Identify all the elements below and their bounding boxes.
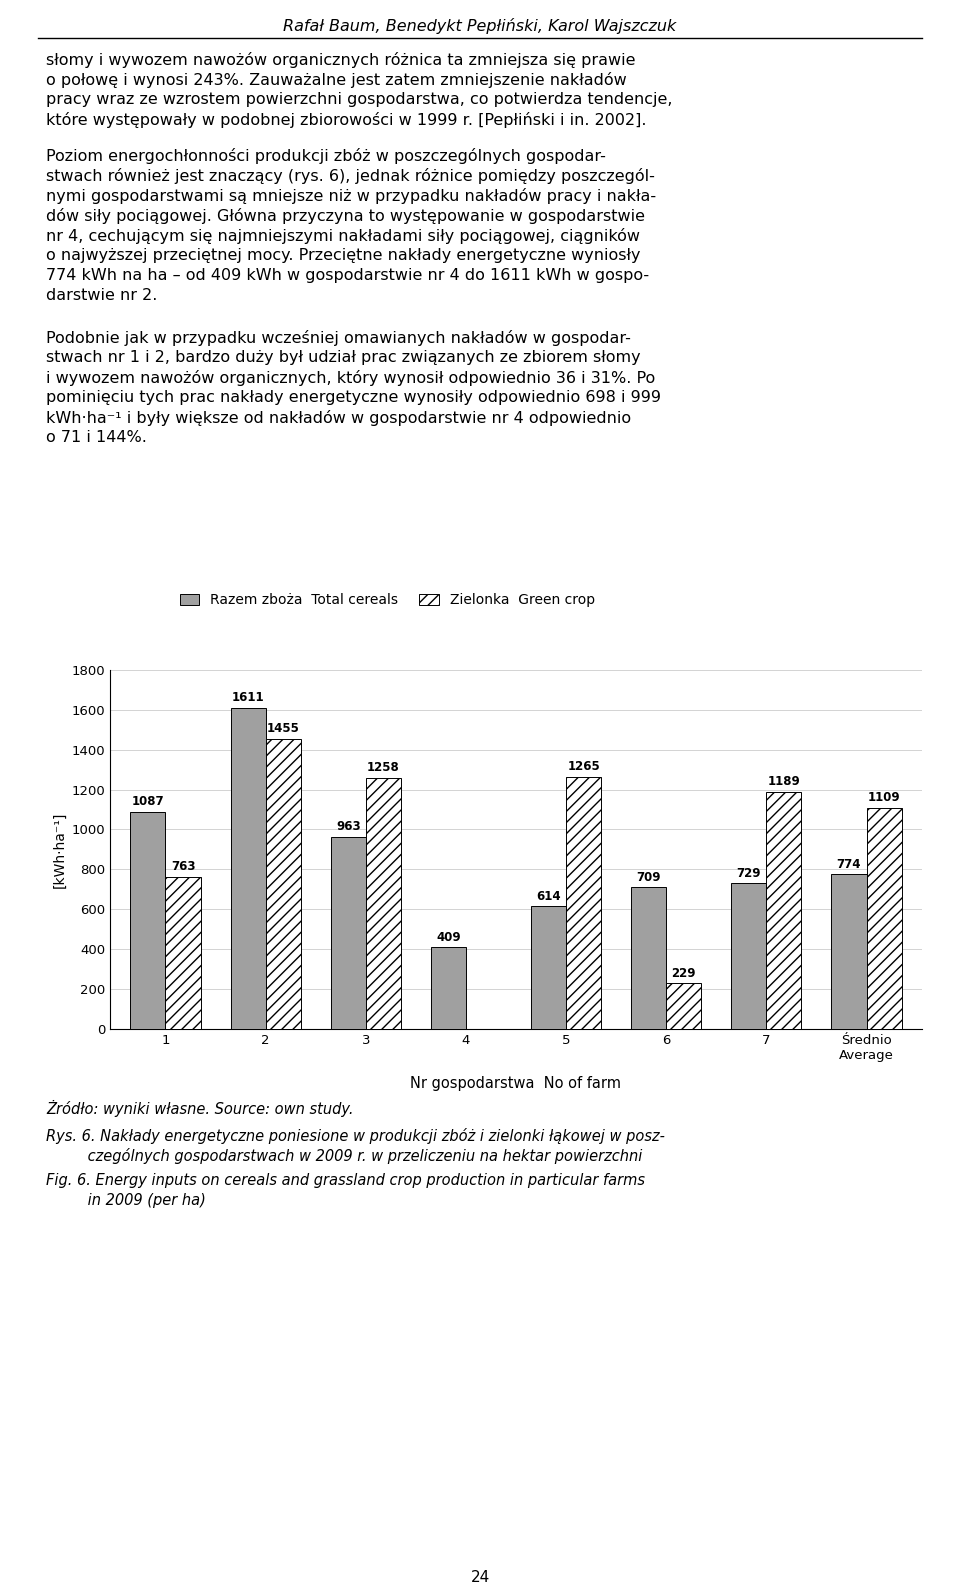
Text: dów siły pociągowej. Główna przyczyna to występowanie w gospodarstwie: dów siły pociągowej. Główna przyczyna to…	[46, 207, 645, 223]
Legend: Razem zboża  Total cereals, Zielonka  Green crop: Razem zboża Total cereals, Zielonka Gree…	[180, 593, 595, 608]
Bar	[766, 791, 802, 1029]
Text: 963: 963	[336, 820, 361, 833]
Y-axis label: [kWh·ha⁻¹]: [kWh·ha⁻¹]	[52, 812, 66, 887]
Text: o najwyższej przeciętnej mocy. Przeciętne nakłady energetyczne wyniosły: o najwyższej przeciętnej mocy. Przeciętn…	[46, 247, 640, 263]
Text: 1611: 1611	[231, 691, 264, 703]
Text: 709: 709	[636, 871, 660, 884]
Text: Podobnie jak w przypadku wcześniej omawianych nakładów w gospodar-: Podobnie jak w przypadku wcześniej omawi…	[46, 330, 631, 346]
Text: które występowały w podobnej zbiorowości w 1999 r. [Pepłiński i in. 2002].: które występowały w podobnej zbiorowości…	[46, 112, 647, 128]
Text: Poziom energochłonności produkcji zbóż w poszczególnych gospodar-: Poziom energochłonności produkcji zbóż w…	[46, 148, 606, 164]
Bar	[331, 837, 366, 1029]
Text: 729: 729	[736, 866, 761, 880]
Text: 1258: 1258	[367, 761, 399, 775]
Bar	[666, 983, 701, 1029]
Bar	[165, 877, 201, 1029]
Bar	[230, 708, 266, 1029]
Text: 409: 409	[436, 930, 461, 944]
Bar	[831, 874, 867, 1029]
Text: Rafał Baum, Benedykt Pepłiński, Karol Wajszczuk: Rafał Baum, Benedykt Pepłiński, Karol Wa…	[283, 18, 677, 33]
Text: 763: 763	[171, 860, 195, 872]
Text: 24: 24	[470, 1569, 490, 1585]
Text: Żródło: wyniki własne. Source: own study.: Żródło: wyniki własne. Source: own study…	[46, 1101, 353, 1116]
Text: in 2009 (per ha): in 2009 (per ha)	[46, 1193, 206, 1207]
Bar	[566, 777, 601, 1029]
Bar	[531, 906, 566, 1029]
Text: i wywozem nawożów organicznych, który wynosił odpowiednio 36 i 31%. Po: i wywozem nawożów organicznych, który wy…	[46, 370, 656, 386]
Text: Fig. 6. Energy inputs on cereals and grassland crop production in particular far: Fig. 6. Energy inputs on cereals and gra…	[46, 1172, 645, 1188]
Text: nymi gospodarstwami są mniejsze niż w przypadku nakładów pracy i nakła-: nymi gospodarstwami są mniejsze niż w pr…	[46, 188, 657, 204]
Text: nr 4, cechującym się najmniejszymi nakładami siły pociągowej, ciągników: nr 4, cechującym się najmniejszymi nakła…	[46, 228, 640, 244]
Text: 774: 774	[837, 858, 861, 871]
Text: 1109: 1109	[868, 791, 900, 804]
Text: Rys. 6. Nakłady energetyczne poniesione w produkcji zbóż i zielonki łąkowej w po: Rys. 6. Nakłady energetyczne poniesione …	[46, 1128, 665, 1144]
Text: słomy i wywozem nawożów organicznych różnica ta zmniejsza się prawie: słomy i wywozem nawożów organicznych róż…	[46, 53, 636, 69]
Bar	[366, 778, 401, 1029]
Text: czególnych gospodarstwach w 2009 r. w przeliczeniu na hektar powierzchni: czególnych gospodarstwach w 2009 r. w pr…	[46, 1148, 642, 1164]
Text: 1265: 1265	[567, 759, 600, 774]
Text: 1087: 1087	[132, 796, 164, 809]
Bar	[131, 812, 165, 1029]
Text: 614: 614	[537, 890, 561, 903]
Bar	[431, 947, 466, 1029]
Bar	[266, 738, 300, 1029]
Text: 1455: 1455	[267, 723, 300, 735]
Text: stwach nr 1 i 2, bardzo duży był udział prac związanych ze zbiorem słomy: stwach nr 1 i 2, bardzo duży był udział …	[46, 349, 640, 365]
Text: 774 kWh na ha – od 409 kWh w gospodarstwie nr 4 do 1611 kWh w gospo-: 774 kWh na ha – od 409 kWh w gospodarstw…	[46, 268, 649, 282]
Bar	[867, 807, 901, 1029]
Text: pracy wraz ze wzrostem powierzchni gospodarstwa, co potwierdza tendencje,: pracy wraz ze wzrostem powierzchni gospo…	[46, 93, 673, 107]
Bar	[732, 884, 766, 1029]
Text: 1189: 1189	[768, 775, 801, 788]
Text: o połowę i wynosi 243%. Zauważalne jest zatem zmniejszenie nakładów: o połowę i wynosi 243%. Zauważalne jest …	[46, 72, 627, 88]
Text: stwach również jest znaczący (rys. 6), jednak różnice pomiędzy poszczegól-: stwach również jest znaczący (rys. 6), j…	[46, 167, 655, 183]
Bar	[631, 887, 666, 1029]
X-axis label: Nr gospodarstwa  No of farm: Nr gospodarstwa No of farm	[411, 1075, 621, 1091]
Text: darstwie nr 2.: darstwie nr 2.	[46, 289, 157, 303]
Text: kWh·ha⁻¹ i były większe od nakładów w gospodarstwie nr 4 odpowiednio: kWh·ha⁻¹ i były większe od nakładów w go…	[46, 410, 632, 426]
Text: pominięciu tych prac nakłady energetyczne wynosiły odpowiednio 698 i 999: pominięciu tych prac nakłady energetyczn…	[46, 391, 661, 405]
Text: 229: 229	[671, 967, 696, 979]
Text: o 71 i 144%.: o 71 i 144%.	[46, 431, 147, 445]
